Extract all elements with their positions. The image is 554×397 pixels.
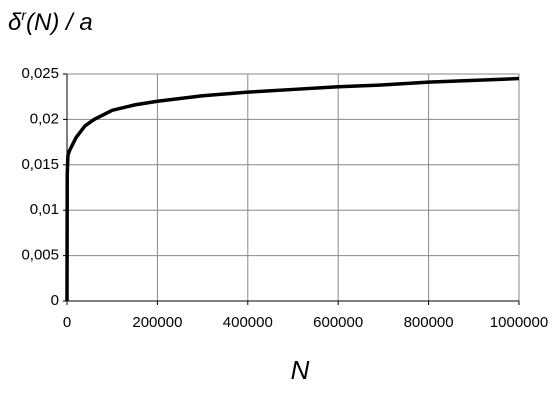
x-tick-label: 200000 bbox=[132, 314, 182, 331]
data-line bbox=[65, 76, 520, 302]
x-tick-label: 600000 bbox=[313, 314, 363, 331]
y-tick-label: 0,025 bbox=[21, 65, 59, 82]
y-axis-label: δr(N) / a bbox=[8, 7, 93, 37]
y-tick-label: 0,01 bbox=[30, 201, 59, 218]
y-tick-label: 0 bbox=[51, 292, 59, 309]
x-tick-label: 0 bbox=[63, 314, 71, 331]
y-tick-label: 0,015 bbox=[21, 156, 59, 173]
x-tick-label: 1000000 bbox=[490, 314, 548, 331]
y-tick-label: 0,02 bbox=[30, 110, 59, 127]
x-tick-label: 800000 bbox=[404, 314, 454, 331]
plot-frame bbox=[66, 73, 520, 302]
x-tick-label: 400000 bbox=[223, 314, 273, 331]
y-label-sup: r bbox=[21, 7, 27, 23]
y-label-rest: (N) / a bbox=[26, 9, 93, 36]
y-tick-label: 0,005 bbox=[21, 247, 59, 264]
y-label-base: δ bbox=[8, 9, 22, 36]
x-axis-label: N bbox=[291, 355, 310, 385]
